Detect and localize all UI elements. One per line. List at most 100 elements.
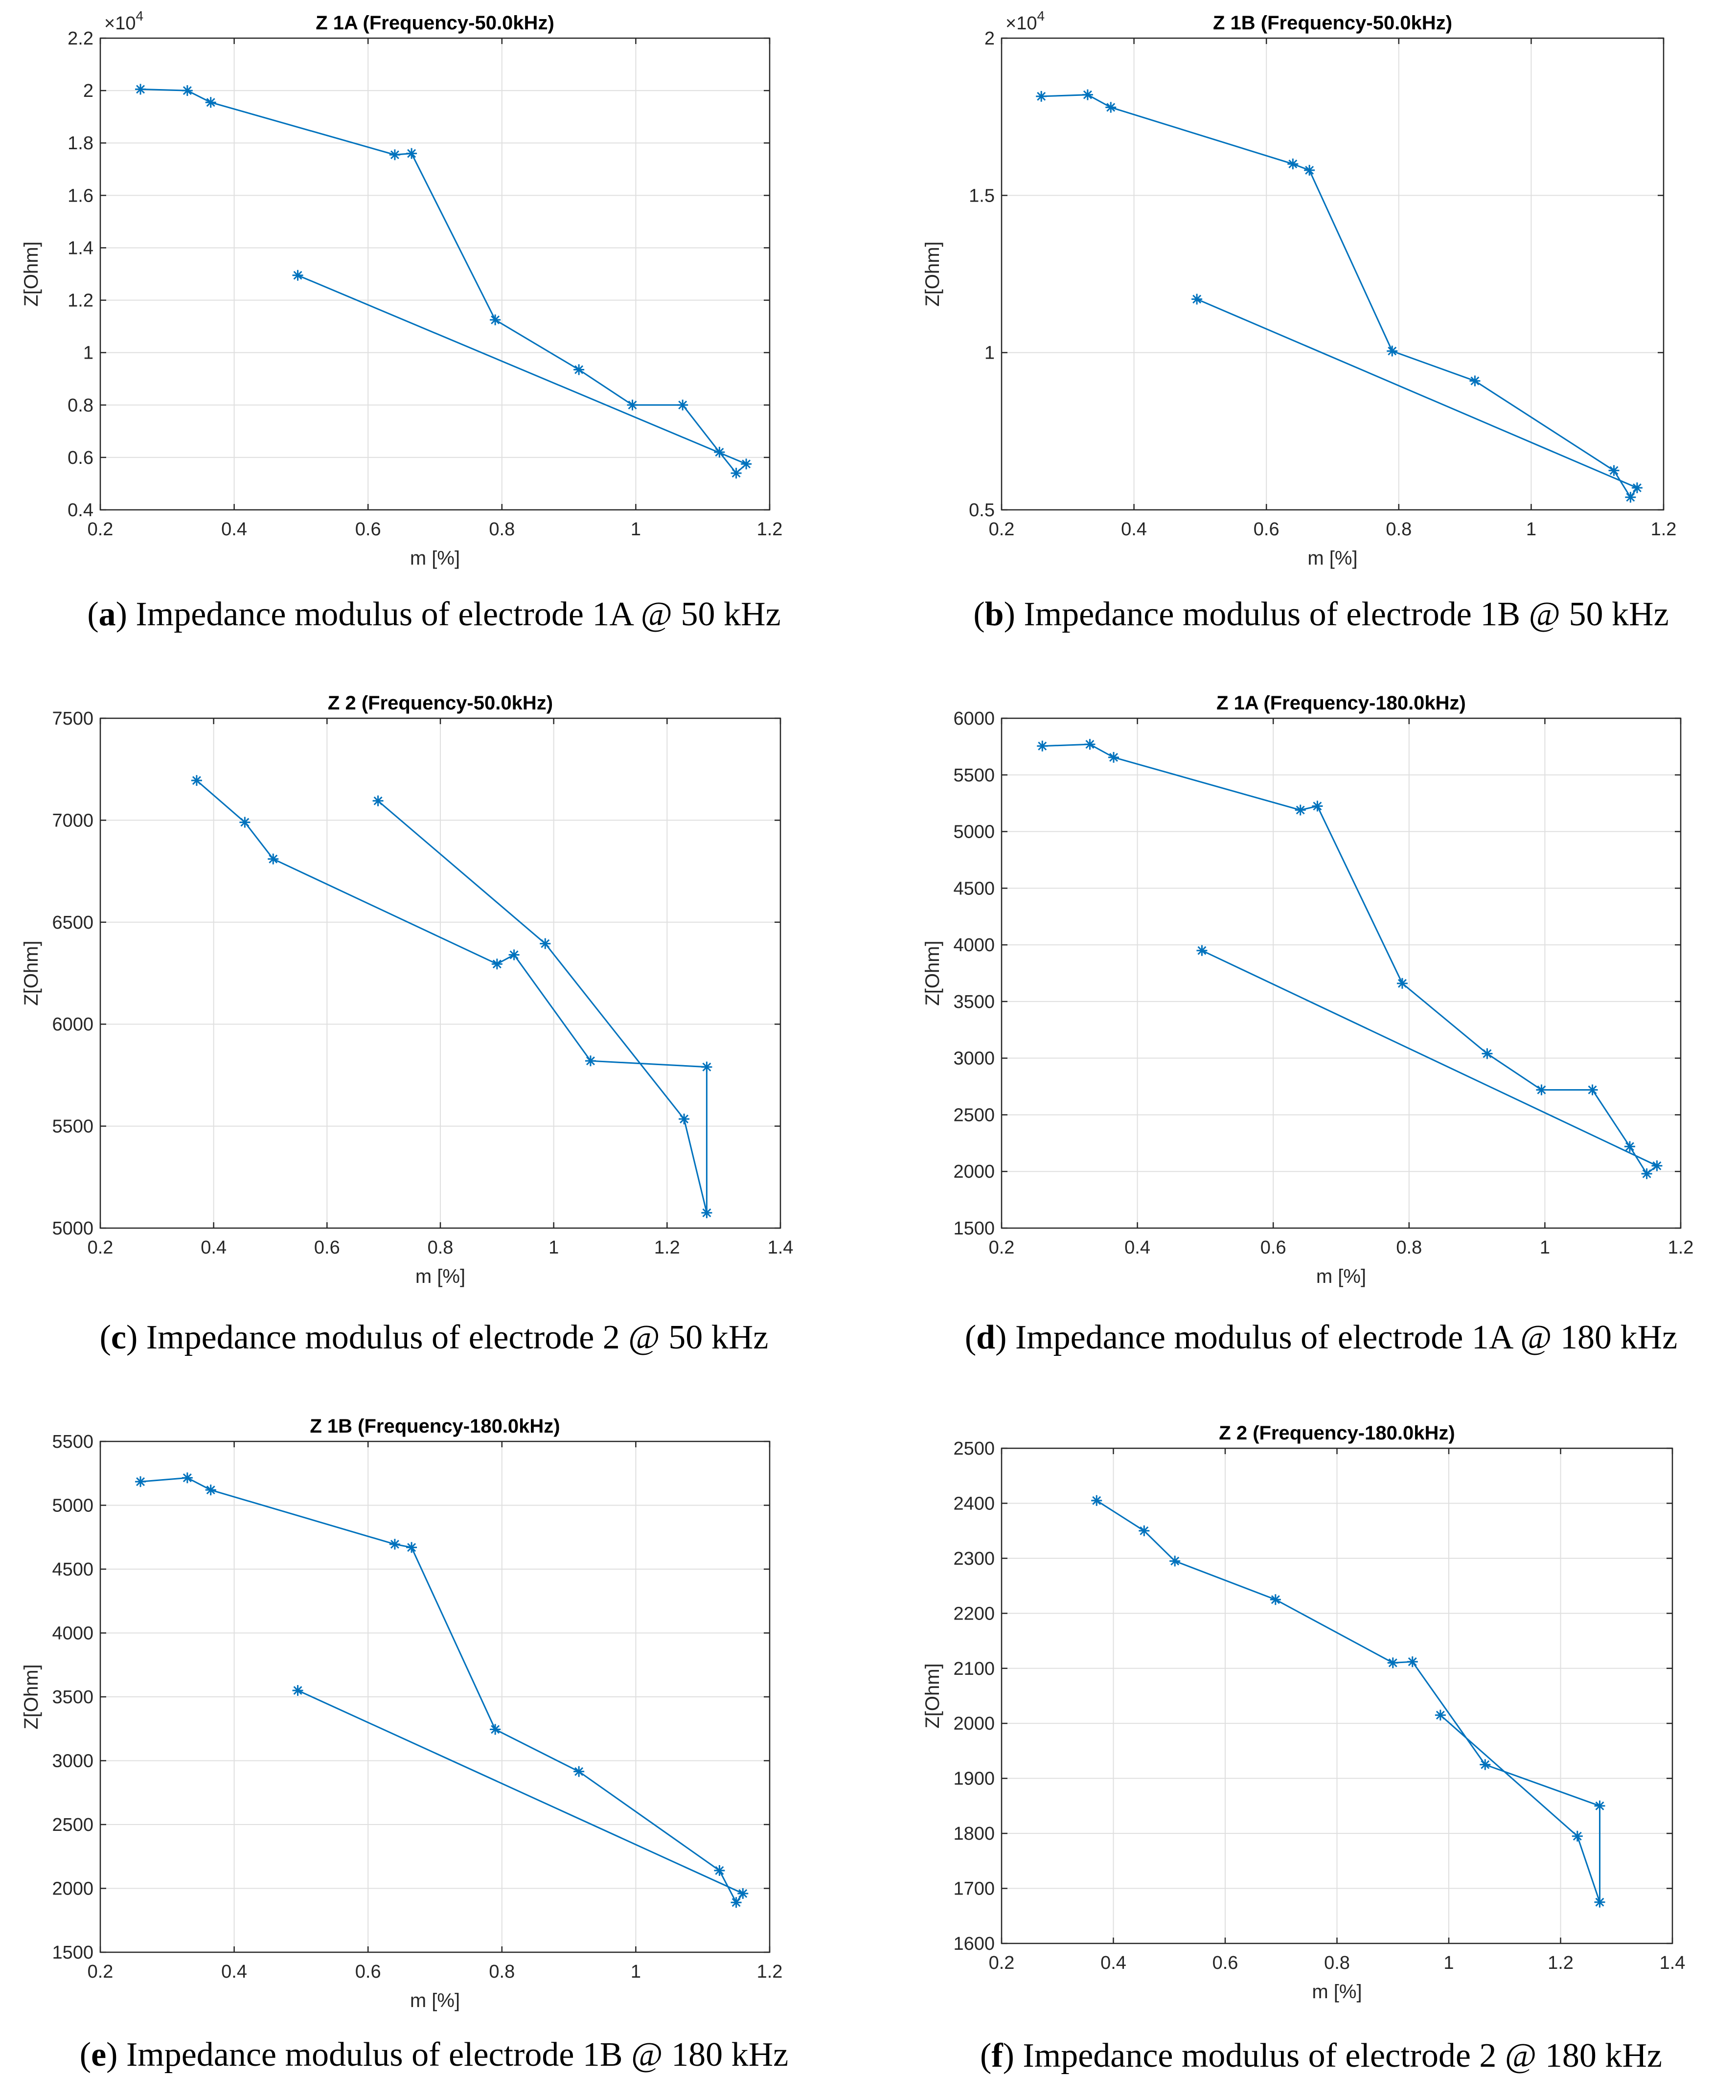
y-axis-label: Z[Ohm]	[922, 1663, 943, 1728]
y-tick-label: 4500	[52, 1559, 93, 1580]
y-tick-label: 6500	[52, 913, 93, 933]
y-tick-label: 5000	[52, 1496, 93, 1516]
x-tick-label: 0.6	[314, 1237, 340, 1258]
panel-caption: (b) Impedance modulus of electrode 1B @ …	[973, 595, 1668, 633]
x-tick-label: 0.4	[1100, 1953, 1126, 1973]
y-tick-label: 7000	[52, 810, 93, 831]
x-tick-label: 0.2	[88, 1962, 114, 1982]
marker-stroke	[240, 818, 250, 827]
x-axis-label: m [%]	[1316, 1266, 1366, 1287]
y-tick-label: 2100	[953, 1659, 995, 1679]
y-tick-label: 2.2	[68, 28, 93, 49]
x-tick-label: 1	[1526, 519, 1536, 540]
y-tick-label: 2000	[52, 1879, 93, 1899]
marker-stroke	[183, 1473, 192, 1483]
data-point	[1435, 1710, 1446, 1721]
grid	[100, 38, 770, 510]
data-point	[737, 1888, 749, 1899]
panel-label: b	[985, 595, 1004, 633]
data-point	[573, 364, 585, 375]
data-point	[1139, 1525, 1150, 1536]
panel-caption: (a) Impedance modulus of electrode 1A @ …	[87, 595, 780, 633]
data-point	[1169, 1555, 1181, 1567]
marker-stroke	[1109, 753, 1119, 762]
y-tick-label: 5000	[953, 822, 995, 843]
marker-stroke	[1625, 1142, 1634, 1151]
chart-b: 0.2 0.4 0.6 0.8 1 1.2 0.5 1 1.5 2 ×104 Z 1B (Freque…	[922, 8, 1676, 633]
y-exponent-label: ×104	[1005, 8, 1045, 34]
marker-stroke	[1483, 1049, 1492, 1058]
x-axis-label: m [%]	[1312, 1981, 1362, 2003]
axes-box	[1001, 37, 1665, 511]
marker-stroke	[1106, 103, 1116, 112]
x-tick-label: 0.8	[489, 1962, 515, 1982]
chart-f: 0.2 0.4 0.6 0.8 1 1.2 1.4 1600 1700 1800 1900 2000 2…	[922, 1422, 1685, 2075]
chart-e: 0.2 0.4 0.6 0.8 1 1.2 1500 2000 2500 3000 3500 4000…	[21, 1415, 788, 2074]
chart-title: Z 2 (Frequency-180.0kHz)	[1219, 1422, 1455, 1444]
chart-d: 0.2 0.4 0.6 0.8 1 1.2 1500 2000 2500 3000 3500 4000…	[922, 692, 1693, 1356]
x-tick-label: 1.2	[757, 1962, 783, 1982]
data-point	[191, 775, 202, 786]
y-tick-label: 0.6	[68, 448, 93, 468]
marker-stroke	[1192, 295, 1202, 304]
y-tick-label: 5500	[953, 765, 995, 786]
data-point	[1594, 1800, 1605, 1811]
x-tick-label: 0.4	[201, 1237, 227, 1258]
marker-stroke	[293, 271, 302, 280]
y-tick-label: 0.4	[68, 500, 93, 521]
x-tick-label: 0.4	[1121, 519, 1147, 540]
y-tick-label: 2000	[953, 1713, 995, 1734]
marker-stroke	[373, 796, 383, 805]
x-tick-label: 0.8	[489, 519, 515, 540]
data-point	[731, 1897, 742, 1908]
panel-label: d	[976, 1319, 995, 1356]
data-point	[1625, 492, 1636, 503]
marker-stroke	[136, 1477, 145, 1486]
x-axis-label: m [%]	[415, 1266, 465, 1287]
data-point	[389, 1539, 400, 1550]
y-axis-label: Z[Ohm]	[21, 940, 42, 1005]
tick-marks	[1001, 717, 1682, 1229]
data-point	[1287, 159, 1299, 170]
data-point	[1091, 1495, 1102, 1506]
x-tick-label: 1.2	[757, 519, 783, 540]
marker-stroke	[1642, 1169, 1651, 1178]
y-axis-label: Z[Ohm]	[21, 241, 42, 306]
panel-caption: (e) Impedance modulus of electrode 1B @ …	[80, 2036, 788, 2074]
x-tick-label: 0.4	[221, 1962, 247, 1982]
data-point	[1536, 1084, 1547, 1096]
x-tick-label: 1.4	[1660, 1953, 1686, 1973]
chart-title: Z 2 (Frequency-50.0kHz)	[328, 692, 553, 714]
data-point	[677, 399, 688, 411]
y-tick-label: 1700	[953, 1879, 995, 1899]
marker-stroke	[1652, 1161, 1662, 1170]
data-point	[1304, 164, 1315, 176]
y-tick-label: 5500	[52, 1432, 93, 1452]
grid	[100, 1441, 770, 1952]
marker-stroke	[731, 469, 741, 478]
panel-caption: (f) Impedance modulus of electrode 2 @ 1…	[980, 2037, 1662, 2075]
data-point	[1036, 91, 1047, 102]
chart-title: Z 1A (Frequency-180.0kHz)	[1216, 692, 1466, 714]
data-point	[406, 148, 417, 159]
x-tick-label: 0.2	[989, 1237, 1015, 1258]
marker-stroke	[1271, 1595, 1280, 1604]
marker-stroke	[541, 939, 550, 948]
marker-stroke	[1481, 1760, 1490, 1769]
marker-stroke	[1573, 1831, 1582, 1841]
y-tick-label: 5500	[52, 1117, 93, 1137]
x-tick-label: 0.6	[1212, 1953, 1238, 1973]
data-point	[1641, 1168, 1652, 1179]
data-point	[1396, 978, 1408, 989]
data-point	[292, 270, 303, 281]
data-point	[627, 399, 638, 411]
y-tick-label: 1	[984, 343, 995, 364]
data-point	[1631, 482, 1643, 494]
panel-label: c	[111, 1319, 126, 1356]
marker-stroke	[1632, 483, 1642, 492]
x-tick-label: 0.8	[1386, 519, 1412, 540]
marker-stroke	[492, 959, 502, 969]
data-point	[292, 1685, 303, 1696]
y-tick-label: 1.5	[969, 185, 995, 206]
data-point	[1191, 294, 1203, 305]
